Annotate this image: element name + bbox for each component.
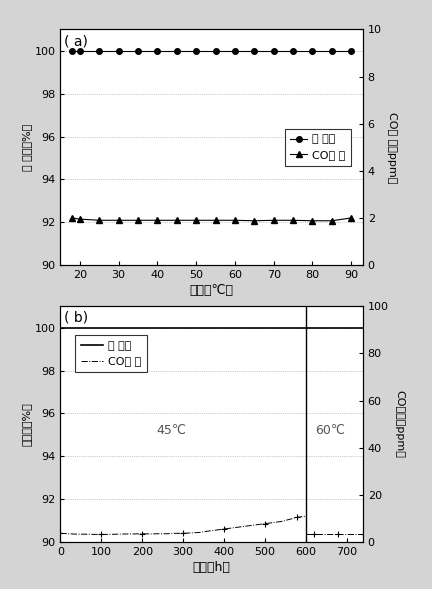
Legend: 转 化率, CO浓 度: 转 化率, CO浓 度 bbox=[285, 129, 351, 166]
Text: ( a): ( a) bbox=[64, 34, 87, 48]
Y-axis label: 转 化率（%）: 转 化率（%） bbox=[22, 124, 32, 171]
Y-axis label: CO浓 度（ppm）: CO浓 度（ppm） bbox=[388, 111, 397, 183]
X-axis label: 温度（℃）: 温度（℃） bbox=[190, 284, 234, 297]
Text: 60℃: 60℃ bbox=[315, 424, 345, 437]
Legend: 转 化率, CO浓 度: 转 化率, CO浓 度 bbox=[75, 335, 147, 372]
Text: ( b): ( b) bbox=[64, 311, 88, 325]
X-axis label: 时间（h）: 时间（h） bbox=[193, 561, 231, 574]
Y-axis label: CO浓度（ppm）: CO浓度（ppm） bbox=[394, 390, 404, 458]
Y-axis label: 转化率（%）: 转化率（%） bbox=[22, 402, 32, 446]
Text: 45℃: 45℃ bbox=[156, 424, 186, 437]
